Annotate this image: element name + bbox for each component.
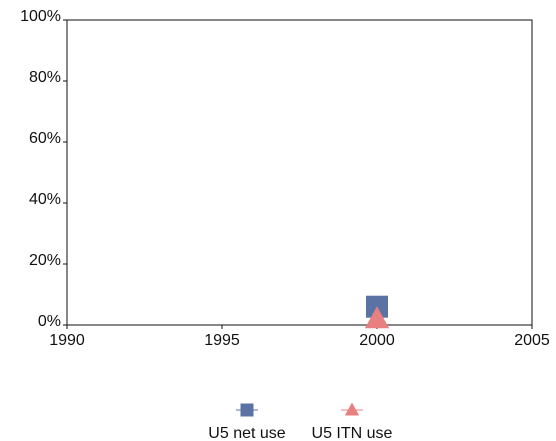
- y-tick-label: 80%: [29, 69, 61, 86]
- legend-label: U5 net use: [208, 425, 285, 441]
- x-tick-label: 2000: [359, 332, 395, 349]
- y-tick-label: 20%: [29, 252, 61, 269]
- legend-label: U5 ITN use: [312, 425, 393, 441]
- x-tick-label: 2005: [514, 332, 550, 349]
- y-tick-label: 40%: [29, 191, 61, 208]
- x-tick-label: 1990: [49, 332, 85, 349]
- legend-item: U5 net use: [208, 403, 286, 441]
- y-tick-label: 60%: [29, 130, 61, 147]
- legend-marker: [344, 402, 360, 416]
- y-tick-label: 100%: [20, 8, 61, 25]
- x-tick-label: 1995: [204, 332, 240, 349]
- data-point: [364, 306, 390, 329]
- plot-frame: [66, 19, 533, 326]
- legend-item: U5 ITN use: [312, 402, 393, 441]
- legend-marker: [240, 403, 254, 417]
- y-tick-label: 0%: [38, 313, 61, 330]
